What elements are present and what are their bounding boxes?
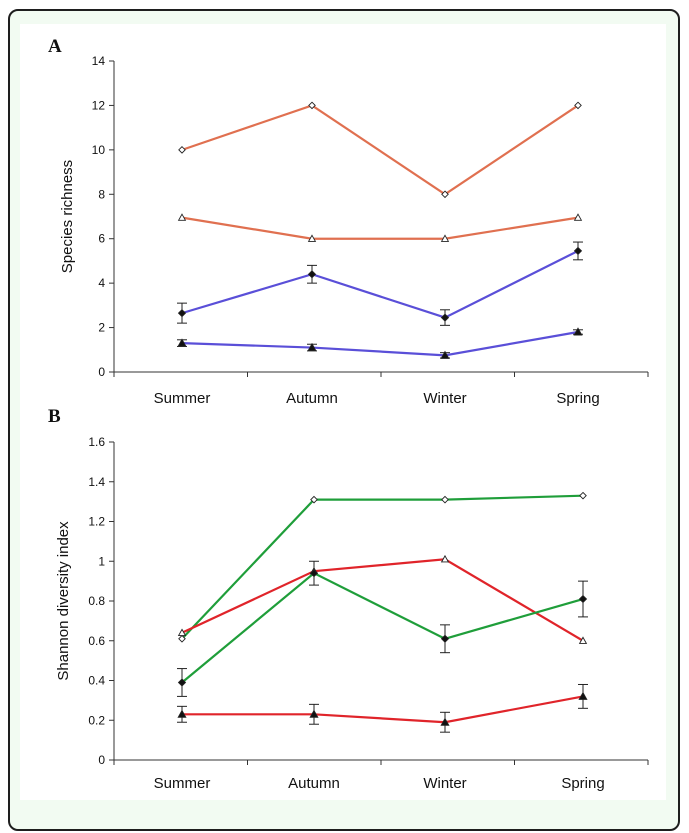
series-4	[177, 327, 583, 359]
data-point	[440, 717, 450, 726]
data-point	[178, 634, 186, 643]
data-point	[309, 569, 319, 578]
series-line	[181, 216, 579, 240]
series-line	[181, 558, 584, 642]
y-tick-label: 8	[98, 187, 105, 201]
y-tick-label: 14	[92, 54, 106, 68]
x-tick-label: Spring	[556, 390, 599, 407]
series-line	[181, 494, 584, 640]
y-tick-label: 0	[98, 753, 105, 767]
series-line	[181, 249, 579, 319]
y-tick-label: 10	[92, 143, 106, 157]
panel-label: A	[48, 36, 62, 57]
data-point	[440, 634, 450, 643]
y-tick-label: 1.4	[88, 475, 105, 489]
data-point	[440, 350, 450, 359]
series-1	[178, 101, 582, 199]
data-point	[307, 270, 317, 279]
data-point	[574, 101, 582, 110]
data-point	[177, 338, 187, 347]
series-line	[181, 571, 584, 684]
data-point	[308, 101, 316, 110]
y-tick-label: 1.2	[88, 515, 105, 529]
data-point	[440, 313, 450, 322]
y-tick-label: 0.8	[88, 594, 105, 608]
data-point	[441, 190, 449, 199]
chart-panel-A: A 0 2 4 6 8 10 12 14 Summer Autumn Winter Spring Spec…	[48, 36, 649, 407]
data-point	[573, 213, 583, 221]
x-tick-label: Summer	[154, 390, 211, 407]
series-2	[177, 213, 583, 242]
x-tick-label: Winter	[423, 775, 466, 792]
y-tick-label: 1	[98, 554, 105, 568]
data-point	[441, 495, 449, 504]
y-tick-label: 12	[92, 98, 106, 112]
y-tick-label: 0.2	[88, 713, 105, 727]
y-tick-label: 1.6	[88, 435, 105, 449]
y-tick-label: 0.4	[88, 674, 105, 688]
data-point	[573, 327, 583, 336]
series-line	[182, 695, 584, 724]
data-point	[440, 554, 450, 563]
data-point	[177, 628, 187, 636]
data-point	[177, 709, 187, 718]
data-point	[310, 495, 318, 504]
series-line	[181, 104, 579, 196]
series-3	[177, 241, 583, 326]
data-point	[307, 342, 317, 352]
x-tick-label: Autumn	[288, 775, 340, 792]
data-point	[573, 246, 583, 256]
data-point	[309, 709, 319, 718]
series-line	[181, 330, 579, 357]
data-point	[177, 678, 187, 687]
data-point	[177, 213, 187, 221]
series-4	[177, 683, 588, 733]
series-1	[178, 491, 587, 643]
figure-panel	[20, 24, 666, 800]
y-axis-title: Shannon diversity index	[55, 521, 72, 681]
y-axis-title: Species richness	[59, 160, 76, 273]
data-point	[177, 308, 187, 318]
series-2	[177, 554, 588, 644]
y-tick-label: 0.6	[88, 634, 105, 648]
y-tick-label: 6	[98, 232, 105, 246]
data-point	[440, 234, 450, 242]
y-tick-label: 4	[98, 276, 105, 290]
x-tick-label: Spring	[561, 775, 604, 792]
data-point	[578, 636, 588, 644]
x-tick-label: Winter	[423, 390, 466, 407]
data-point	[178, 146, 186, 154]
panel-label: B	[48, 406, 61, 427]
x-tick-label: Summer	[154, 775, 211, 792]
y-tick-label: 0	[98, 365, 105, 379]
data-point	[578, 691, 588, 700]
series-3	[177, 560, 588, 697]
data-point	[579, 491, 587, 500]
y-tick-label: 2	[98, 321, 105, 335]
x-tick-label: Autumn	[286, 390, 338, 407]
data-point	[307, 234, 317, 242]
chart-panel-B: B 0 0.2 0.4 0.6 0.8 1 1.2 1.4 1.6 Summer Autumn Wint…	[48, 406, 649, 792]
data-point	[578, 594, 588, 604]
